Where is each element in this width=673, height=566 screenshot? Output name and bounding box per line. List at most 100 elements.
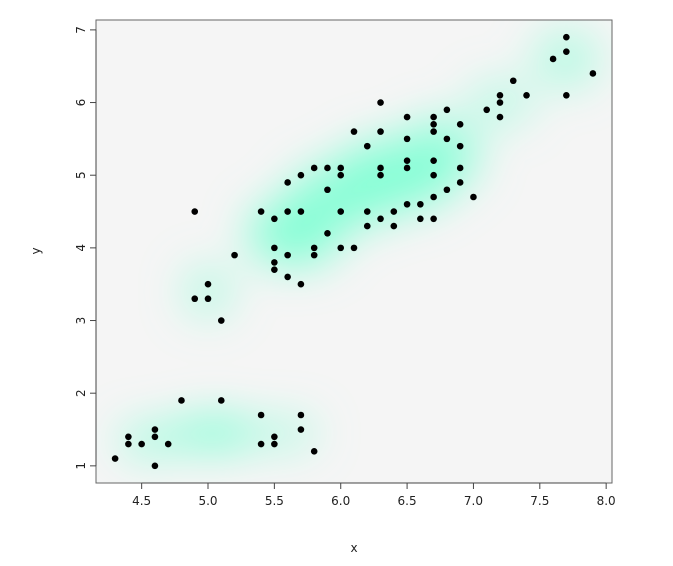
y-tick-label: 7	[74, 26, 88, 34]
data-point	[257, 208, 265, 215]
data-point	[111, 455, 119, 462]
data-point	[403, 157, 411, 164]
data-point	[443, 186, 451, 194]
data-point	[509, 77, 517, 85]
data-point	[563, 48, 570, 55]
data-point	[271, 215, 278, 223]
data-point	[443, 106, 451, 114]
data-point	[310, 251, 318, 259]
data-point	[284, 179, 291, 186]
data-point	[324, 186, 331, 194]
data-point	[138, 440, 145, 448]
data-point	[430, 121, 437, 128]
data-point	[563, 33, 570, 41]
data-point	[403, 135, 411, 143]
data-point	[363, 222, 371, 230]
data-point	[443, 135, 451, 143]
data-point	[456, 179, 464, 186]
data-point	[284, 273, 291, 281]
data-point	[390, 208, 398, 215]
data-point	[430, 193, 437, 201]
density-blob	[533, 29, 600, 89]
x-tick-label: 4.5	[132, 494, 151, 508]
data-point	[151, 462, 159, 470]
data-point	[483, 106, 491, 114]
data-point	[496, 99, 504, 106]
data-point	[204, 295, 212, 303]
density-blob	[400, 117, 481, 190]
data-point	[271, 433, 278, 441]
data-point	[257, 440, 265, 448]
data-point	[430, 171, 437, 179]
data-point	[470, 193, 477, 201]
data-point	[363, 208, 371, 215]
data-point	[377, 99, 384, 106]
data-point	[231, 251, 238, 259]
data-point	[191, 208, 199, 215]
density-blob	[119, 425, 178, 455]
x-tick-label: 5.0	[198, 494, 217, 508]
data-point	[377, 215, 384, 223]
density-blob	[168, 417, 262, 450]
data-point	[403, 164, 411, 172]
data-point	[350, 128, 358, 135]
y-axis: 1 2 3 4 5 6 7	[74, 26, 97, 470]
x-tick-label: 5.5	[265, 494, 284, 508]
x-tick-label: 6.0	[331, 494, 350, 508]
data-point	[271, 244, 278, 252]
data-point	[297, 171, 305, 179]
data-point	[297, 280, 305, 288]
data-point	[523, 91, 530, 99]
plot-background	[96, 20, 612, 483]
data-point	[496, 91, 504, 99]
data-point	[191, 295, 199, 303]
data-point	[363, 142, 371, 150]
data-point	[377, 164, 384, 172]
data-point	[390, 222, 398, 230]
data-point	[549, 55, 557, 63]
data-point	[217, 317, 225, 324]
data-point	[257, 411, 265, 419]
data-point	[324, 164, 331, 172]
data-point	[430, 128, 437, 135]
data-point	[417, 215, 424, 223]
x-tick-label: 7.5	[530, 494, 549, 508]
data-point	[403, 200, 411, 208]
data-point	[377, 128, 384, 135]
data-point	[125, 440, 132, 448]
data-point	[337, 171, 345, 179]
data-point	[563, 91, 570, 99]
data-point	[456, 142, 464, 150]
y-tick-label: 1	[74, 462, 88, 470]
y-tick-label: 2	[74, 389, 88, 397]
data-point	[456, 164, 464, 172]
data-point	[271, 259, 278, 266]
y-tick-label: 6	[74, 99, 88, 107]
data-point	[284, 208, 291, 215]
data-point	[151, 426, 159, 433]
data-point	[310, 244, 318, 252]
data-point	[310, 164, 318, 172]
y-tick-label: 4	[74, 244, 88, 252]
y-tick-label: 3	[74, 317, 88, 325]
data-point	[310, 448, 318, 455]
data-point	[297, 411, 305, 419]
x-tick-label: 8.0	[597, 494, 616, 508]
data-point	[178, 397, 185, 404]
data-point	[589, 70, 597, 77]
y-tick-label: 5	[74, 171, 88, 179]
data-point	[297, 208, 305, 215]
density-blob	[258, 418, 317, 448]
x-axis-label: x	[350, 541, 357, 555]
data-point	[377, 171, 384, 179]
data-point	[204, 280, 212, 288]
data-point	[217, 397, 225, 404]
data-point	[430, 157, 437, 164]
x-tick-label: 6.5	[398, 494, 417, 508]
data-point	[125, 433, 132, 441]
data-point	[337, 244, 345, 252]
data-point	[151, 433, 159, 441]
density-blob	[184, 266, 232, 317]
x-axis: 4.5 5.0 5.5 6.0 6.5 7.0 7.5 8.0	[132, 482, 616, 508]
data-point	[403, 113, 411, 121]
